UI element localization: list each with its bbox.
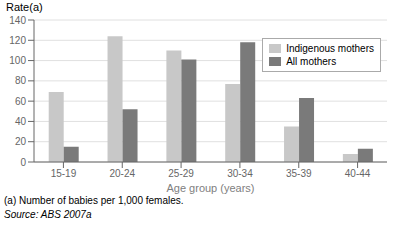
- svg-text:20-24: 20-24: [109, 168, 135, 179]
- html-text:(a) Number of babies per 1,000: (a) Number of babies per 1,000 females.: [4, 195, 184, 206]
- svg-text:0: 0: [20, 157, 26, 168]
- html-text:Rate(a): Rate(a): [6, 1, 43, 13]
- html-text:Source: ABS 2007a: Source: ABS 2007a: [4, 209, 92, 220]
- svg-text:Age group (years): Age group (years): [166, 182, 254, 194]
- svg-text:35-39: 35-39: [286, 168, 312, 179]
- svg-text:40: 40: [15, 116, 27, 127]
- svg-text:25-29: 25-29: [168, 168, 194, 179]
- svg-text:120: 120: [9, 35, 26, 46]
- svg-text:80: 80: [15, 75, 27, 86]
- html-text:All mothers: All mothers: [286, 56, 337, 67]
- svg-text:100: 100: [9, 55, 26, 66]
- svg-text:30-34: 30-34: [227, 168, 253, 179]
- svg-text:20: 20: [15, 136, 27, 147]
- svg-text:140: 140: [9, 15, 26, 26]
- svg-text:60: 60: [15, 96, 27, 107]
- svg-text:40-44: 40-44: [345, 168, 371, 179]
- svg-text:15-19: 15-19: [51, 168, 77, 179]
- html-text:Indigenous mothers: Indigenous mothers: [286, 43, 374, 54]
